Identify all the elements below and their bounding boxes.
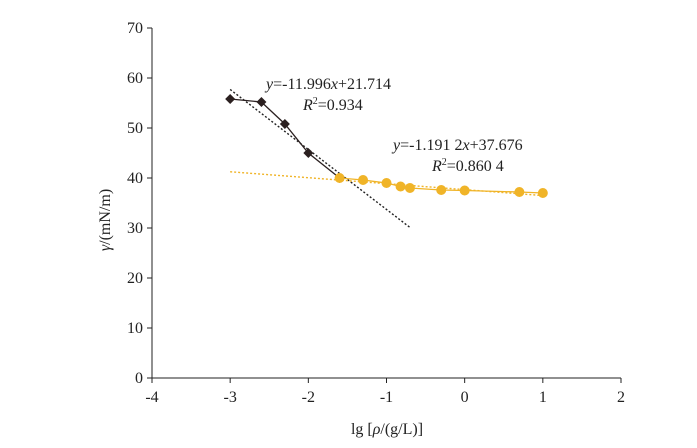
y-tick-label: 70 (127, 20, 143, 37)
y-tick-label: 30 (127, 220, 143, 237)
data-point-circle (404, 183, 415, 193)
x-tick-label: -2 (302, 389, 315, 406)
y-tick-label: 10 (127, 320, 143, 337)
data-point-circle (537, 188, 548, 198)
y-axis-label: γ/(mN/m) (97, 189, 114, 251)
x-tick-label: -1 (380, 389, 393, 406)
regression-equation-1: y=-11.996x+21.714 (264, 76, 391, 93)
x-tick-label: 0 (461, 389, 469, 406)
y-tick-label: 50 (127, 120, 143, 137)
regression-annotation-1: y=-11.996x+21.714 R2=0.934 (264, 76, 391, 114)
data-point-circle (395, 181, 406, 192)
data-point-circle (436, 185, 447, 195)
x-tick-label: 1 (539, 389, 547, 406)
regression-r2-2: R2=0.860 4 (431, 157, 504, 175)
data-point-circle (334, 173, 345, 183)
data-point-diamond (279, 119, 290, 129)
data-point-circle (358, 175, 369, 185)
y-tick-layer: 0 10 20 30 40 50 60 70 (127, 20, 152, 387)
x-axis-label: lg [ρ/(g/L)] (351, 421, 423, 438)
y-tick-label: 60 (127, 70, 143, 87)
regression-r2-1: R2=0.934 (302, 96, 363, 114)
data-point-circle (514, 187, 525, 197)
regression-equation-2: y=-1.191 2x+37.676 (391, 137, 523, 154)
regression-annotation-2: y=-1.191 2x+37.676 R2=0.860 4 (391, 137, 523, 175)
x-tick-label: 2 (617, 389, 625, 406)
trendline-1 (229, 88, 411, 228)
x-tick-label: -4 (145, 389, 158, 406)
data-point-diamond (256, 97, 267, 107)
y-tick-label: 0 (135, 370, 143, 387)
y-tick-label: 20 (127, 270, 143, 287)
x-tick-label: -3 (224, 389, 237, 406)
data-point-circle (459, 185, 470, 196)
y-tick-label: 40 (127, 170, 143, 187)
data-point-circle (381, 178, 392, 188)
data-point-diamond (225, 94, 236, 104)
data-point-diamond (303, 148, 314, 158)
x-tick-layer: -4 -3 -2 -1 0 1 2 (145, 378, 625, 406)
series-layer (225, 94, 548, 198)
